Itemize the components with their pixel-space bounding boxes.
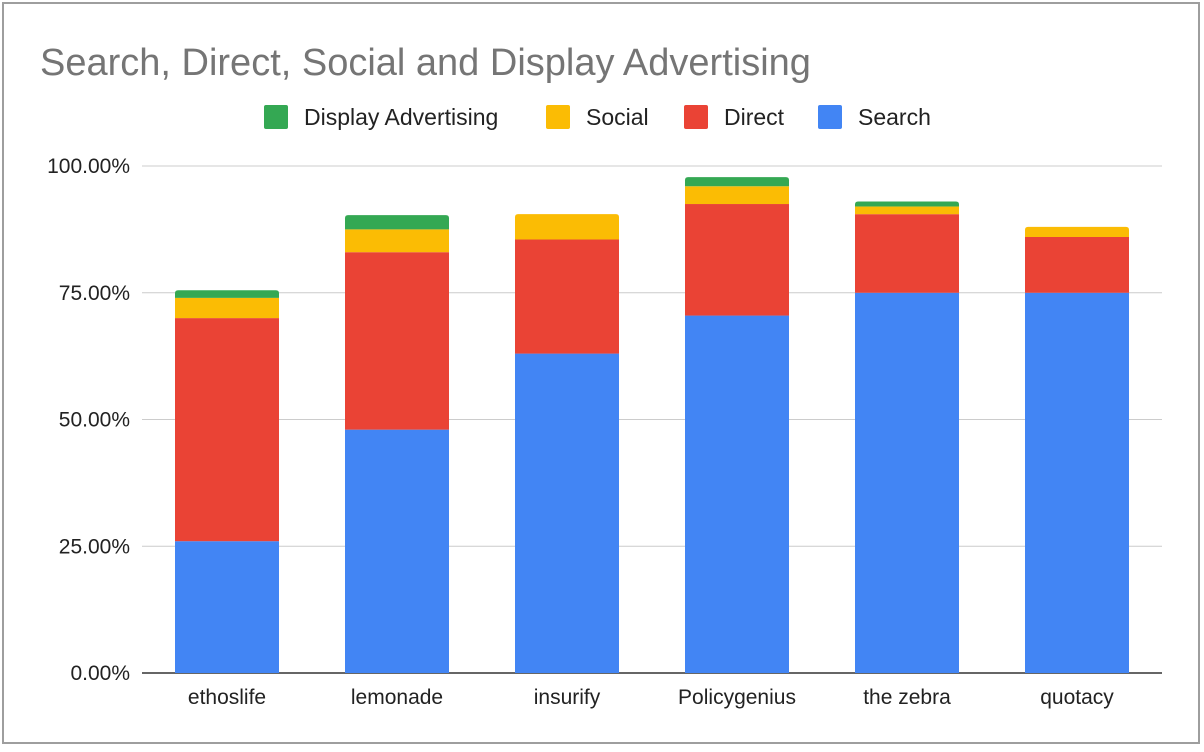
bar-search-the-zebra (855, 292, 959, 673)
y-tick-label: 50.00% (59, 409, 130, 432)
chart-title: Search, Direct, Social and Display Adver… (40, 42, 811, 84)
bar-direct-quotacy (1025, 236, 1129, 293)
x-tick-label: ethoslife (188, 686, 266, 709)
x-tick-label: quotacy (1040, 686, 1114, 709)
legend-label-direct: Direct (724, 104, 785, 130)
bar-direct-policygenius (685, 204, 789, 316)
bar-social-lemonade (345, 229, 449, 253)
bar-social-policygenius (685, 186, 789, 205)
bar-social-the-zebra (855, 206, 959, 215)
bar-social-ethoslife (175, 297, 279, 319)
bar-search-lemonade (345, 429, 449, 673)
bars (175, 177, 1129, 673)
gridlines (142, 165, 1162, 674)
bar-search-insurify (515, 353, 619, 673)
legend-swatch-display-advertising (264, 105, 288, 129)
y-axis-ticks: 0.00% 25.00% 50.00% 75.00% 100.00% (47, 155, 130, 685)
x-tick-label: lemonade (351, 686, 443, 709)
legend-label-search: Search (858, 104, 931, 130)
bar-search-policygenius (685, 315, 789, 673)
bar-direct-lemonade (345, 252, 449, 430)
y-tick-label: 0.00% (70, 662, 130, 685)
legend-swatch-direct (684, 105, 708, 129)
legend-label-display-advertising: Display Advertising (304, 104, 498, 130)
x-tick-label: insurify (534, 686, 601, 709)
y-tick-label: 75.00% (59, 282, 130, 305)
bar-direct-the-zebra (855, 214, 959, 293)
legend-swatch-social (546, 105, 570, 129)
bar-display-advertising-ethoslife (175, 290, 279, 298)
y-tick-label: 25.00% (59, 535, 130, 558)
bar-search-ethoslife (175, 541, 279, 673)
legend-label-social: Social (586, 104, 649, 130)
x-tick-label: Policygenius (678, 686, 796, 709)
x-axis-ticks: ethoslife lemonade insurify Policygenius the… (188, 686, 1114, 709)
bar-display-advertising-the-zebra (855, 201, 959, 207)
legend: Display Advertising Social Direct Search (264, 104, 931, 130)
bar-direct-ethoslife (175, 318, 279, 542)
x-tick-label: the zebra (863, 686, 951, 709)
bar-search-quotacy (1025, 292, 1129, 673)
bar-display-advertising-policygenius (685, 177, 789, 187)
bar-social-insurify (515, 214, 619, 240)
bar-social-quotacy (1025, 226, 1129, 237)
y-tick-label: 100.00% (47, 155, 130, 178)
legend-swatch-search (818, 105, 842, 129)
bar-direct-insurify (515, 239, 619, 354)
bar-display-advertising-lemonade (345, 215, 449, 230)
